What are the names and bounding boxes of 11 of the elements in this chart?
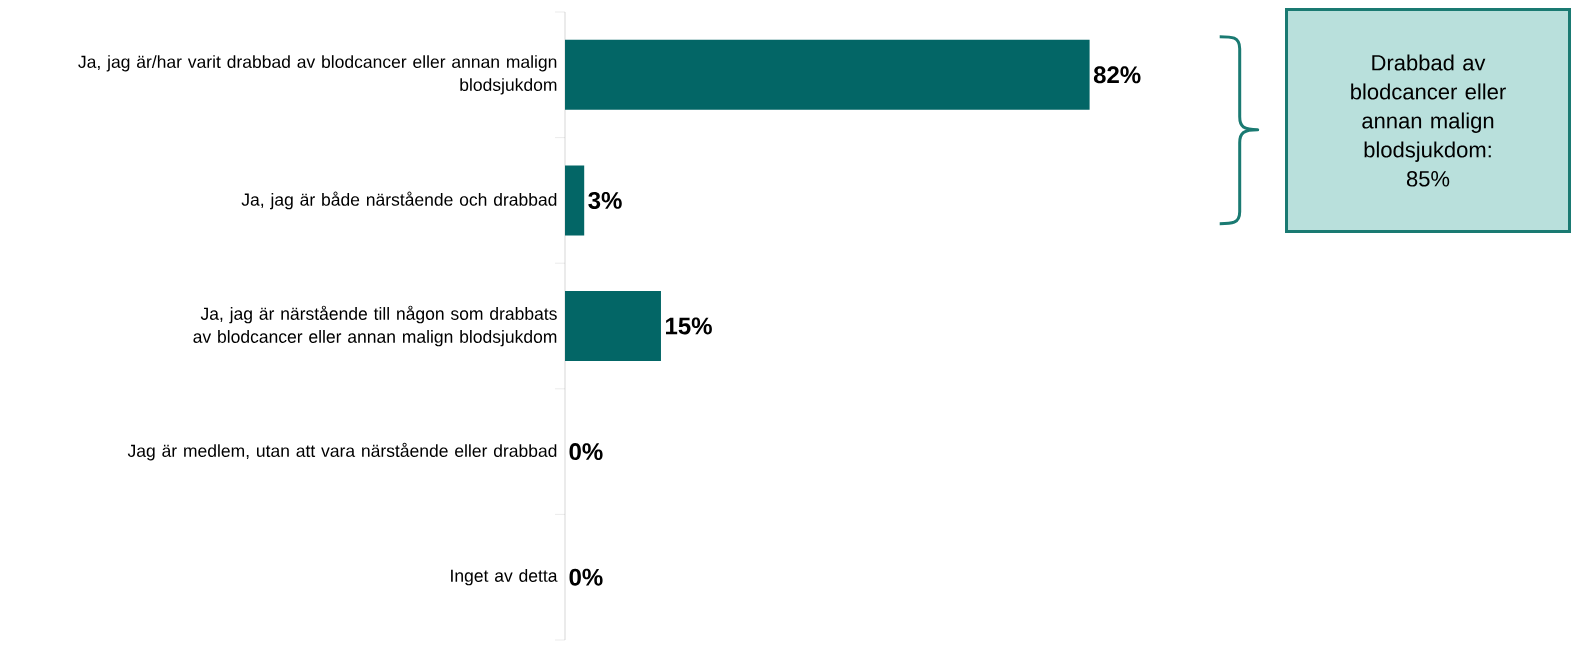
data-label: 0% <box>569 443 603 461</box>
y-tick-label: Ja, jag är både närstående och drabbad <box>241 191 557 210</box>
y-tick-label: Ja, jag är närstående till någon som drabbats av blodcancer eller annan malign blodsjukdom <box>193 305 557 347</box>
y-tick-label: Inget av detta <box>451 569 558 586</box>
data-label: 15% <box>666 317 712 335</box>
data-label: 82% <box>1093 66 1141 84</box>
text: Drabbad av blodcancer eller annan malign blodsjukdom: 85% <box>1351 54 1506 187</box>
data-label: 0% <box>569 568 603 586</box>
data-label: 3% <box>588 191 622 209</box>
y-tick-label: Ja, jag är/har varit drabbad av blodcancer eller annan malign blodsjukdom <box>78 55 557 95</box>
y-tick-label: Jag är medlem, utan att vara närstående eller drabbad <box>127 442 557 461</box>
